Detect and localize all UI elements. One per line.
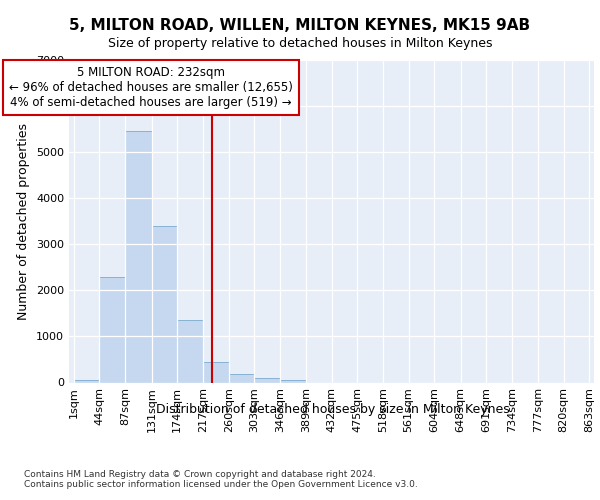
Bar [280, 380, 306, 382]
Bar [229, 374, 254, 382]
Bar [203, 362, 229, 382]
Text: Contains HM Land Registry data © Crown copyright and database right 2024.
Contai: Contains HM Land Registry data © Crown c… [24, 470, 418, 490]
Bar [100, 276, 125, 382]
Y-axis label: Number of detached properties: Number of detached properties [17, 122, 31, 320]
Text: Distribution of detached houses by size in Milton Keynes: Distribution of detached houses by size … [156, 402, 510, 415]
Bar [125, 132, 152, 382]
Bar [254, 378, 280, 382]
Text: 5 MILTON ROAD: 232sqm
← 96% of detached houses are smaller (12,655)
4% of semi-d: 5 MILTON ROAD: 232sqm ← 96% of detached … [9, 66, 293, 109]
Text: 5, MILTON ROAD, WILLEN, MILTON KEYNES, MK15 9AB: 5, MILTON ROAD, WILLEN, MILTON KEYNES, M… [70, 18, 530, 32]
Bar [152, 226, 177, 382]
Bar [74, 380, 100, 382]
Text: Size of property relative to detached houses in Milton Keynes: Size of property relative to detached ho… [108, 38, 492, 51]
Bar [177, 320, 203, 382]
